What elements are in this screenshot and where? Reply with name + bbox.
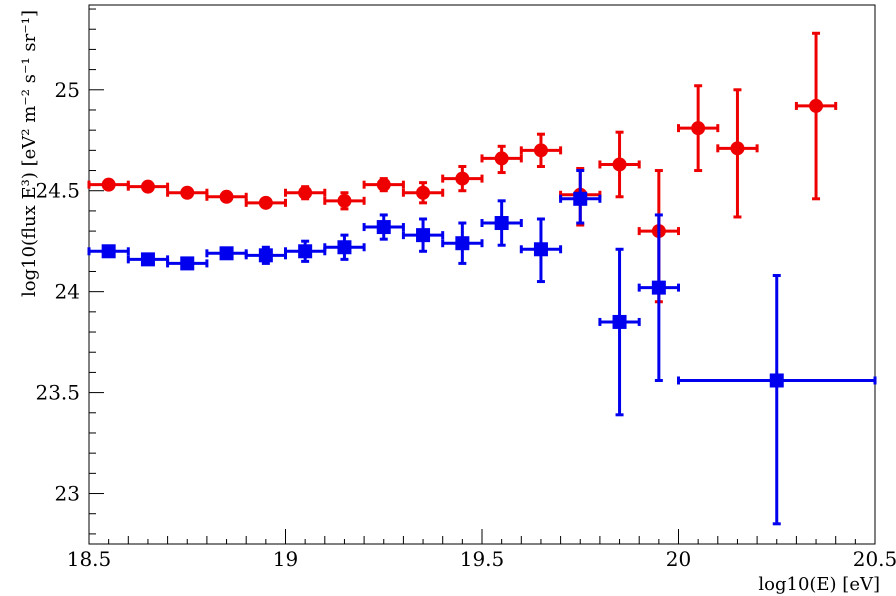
data-point bbox=[166, 256, 209, 271]
data-point bbox=[401, 181, 445, 205]
data-point bbox=[362, 177, 405, 193]
data-point bbox=[519, 132, 563, 168]
data-point bbox=[598, 247, 641, 417]
y-axis-title: log10(flux E³) [eV² m⁻² s⁻¹ sr⁻¹] bbox=[19, 10, 40, 297]
square-marker bbox=[612, 314, 627, 329]
square-marker bbox=[533, 242, 548, 257]
square-marker bbox=[140, 252, 155, 267]
circle-marker bbox=[298, 185, 313, 200]
square-marker bbox=[258, 248, 273, 263]
square-marker bbox=[101, 244, 116, 259]
data-point bbox=[166, 185, 209, 200]
data-point bbox=[284, 185, 327, 201]
data-point bbox=[284, 239, 327, 263]
circle-marker bbox=[730, 141, 745, 156]
tick-marks bbox=[88, 8, 876, 544]
x-tick-label: 19.5 bbox=[460, 547, 505, 571]
data-point bbox=[480, 199, 523, 247]
y-tick-label: 24.5 bbox=[35, 179, 80, 203]
square-marker bbox=[298, 244, 313, 259]
square-marker bbox=[219, 246, 234, 261]
series-layer bbox=[87, 31, 877, 526]
data-point bbox=[480, 144, 523, 175]
circle-marker bbox=[533, 143, 548, 158]
circle-marker bbox=[455, 171, 470, 186]
plot-frame bbox=[88, 4, 876, 545]
data-point bbox=[126, 252, 170, 267]
data-point bbox=[126, 179, 170, 194]
data-point bbox=[205, 189, 248, 204]
square-marker bbox=[494, 216, 509, 231]
x-tick-label: 18.5 bbox=[67, 547, 112, 571]
x-axis-title: log10(E) [eV] bbox=[758, 574, 880, 595]
circle-marker bbox=[612, 157, 627, 172]
data-point bbox=[244, 195, 287, 210]
data-point bbox=[244, 245, 287, 265]
data-point bbox=[677, 274, 877, 526]
data-point bbox=[323, 191, 366, 211]
circle-marker bbox=[219, 189, 234, 204]
data-point bbox=[441, 164, 484, 193]
circle-marker bbox=[258, 195, 273, 210]
y-tick-label: 25 bbox=[55, 78, 80, 102]
square-marker bbox=[180, 256, 195, 271]
square-marker bbox=[573, 191, 588, 206]
data-point bbox=[401, 217, 445, 253]
square-marker bbox=[376, 220, 391, 235]
circle-marker bbox=[140, 179, 155, 194]
data-point bbox=[205, 246, 248, 261]
circle-marker bbox=[180, 185, 195, 200]
circle-marker bbox=[809, 98, 824, 113]
circle-marker bbox=[416, 185, 431, 200]
plot-border bbox=[88, 4, 876, 545]
x-tick-label: 20.5 bbox=[853, 547, 896, 571]
square-marker bbox=[455, 236, 470, 251]
y-tick-label: 23.5 bbox=[35, 381, 80, 405]
circle-marker bbox=[337, 193, 352, 208]
data-point bbox=[362, 213, 405, 241]
data-point bbox=[87, 244, 130, 259]
square-marker bbox=[337, 240, 352, 255]
data-point bbox=[441, 221, 484, 265]
square-marker bbox=[769, 373, 784, 388]
series-2 bbox=[87, 169, 877, 526]
data-point bbox=[87, 177, 130, 192]
y-tick-label: 23 bbox=[55, 482, 80, 506]
data-point bbox=[637, 213, 680, 382]
tick-labels: 18.5 19 19.5 20 20.5 23 23.5 24 24.5 25 bbox=[35, 78, 896, 571]
data-point bbox=[559, 169, 602, 225]
data-point bbox=[323, 233, 366, 261]
x-tick-label: 20 bbox=[666, 547, 691, 571]
data-point bbox=[519, 217, 563, 284]
square-marker bbox=[651, 280, 666, 295]
y-tick-label: 24 bbox=[55, 280, 80, 304]
circle-marker bbox=[101, 177, 116, 192]
data-point bbox=[794, 31, 838, 201]
circle-marker bbox=[691, 121, 706, 136]
data-point bbox=[598, 130, 641, 199]
square-marker bbox=[416, 228, 431, 243]
circle-marker bbox=[494, 151, 509, 166]
data-point bbox=[677, 84, 720, 173]
data-point bbox=[716, 88, 759, 219]
circle-marker bbox=[376, 177, 391, 192]
x-tick-label: 19 bbox=[273, 547, 298, 571]
